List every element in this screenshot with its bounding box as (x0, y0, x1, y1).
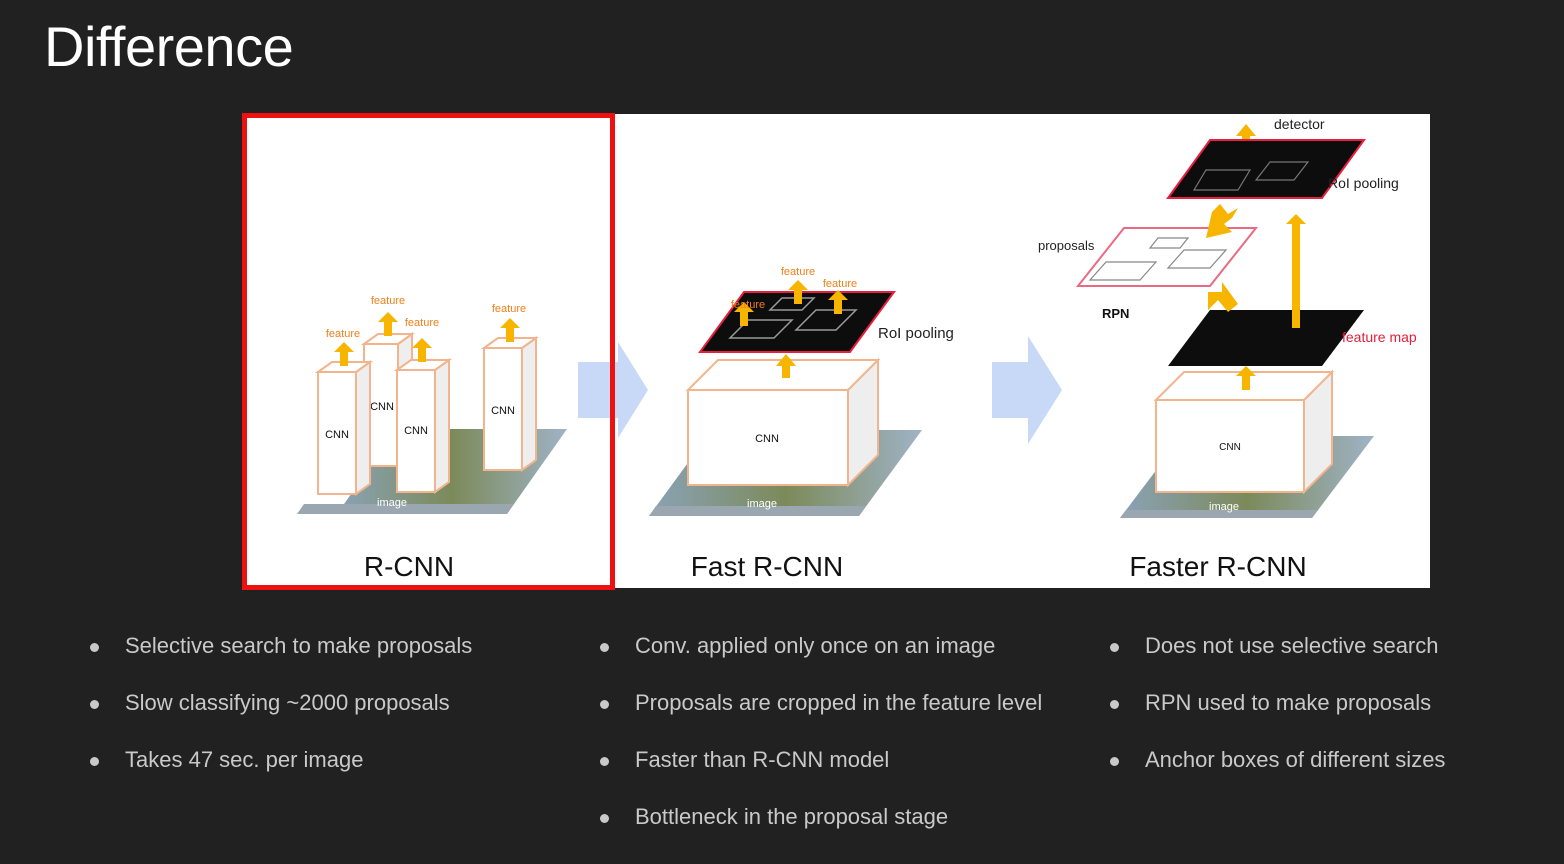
bullet-item: Does not use selective search (1108, 626, 1445, 683)
feature-label: feature (371, 295, 405, 307)
svg-text:CNN: CNN (755, 433, 779, 445)
cnn-box: CNN (480, 336, 540, 472)
svg-text:feature: feature (823, 278, 857, 290)
rcnn-caption: R-CNN (364, 551, 454, 582)
faster-rcnn-bullet-list: Does not use selective search RPN used t… (1108, 626, 1445, 797)
faster-rcnn-diagram: image CNN feature map proposals (1038, 116, 1417, 518)
rcnn-comparison-figure: image CNN CNN (242, 114, 1430, 588)
rcnn-highlight-box (242, 113, 615, 590)
fast-rcnn-diagram: image CNN (649, 266, 954, 516)
rcnn-bullet-list: Selective search to make proposals Slow … (88, 626, 472, 797)
feature-map-plane (1168, 310, 1364, 366)
bullet-item: Proposals are cropped in the feature lev… (598, 683, 1042, 740)
svg-text:feature: feature (731, 299, 765, 311)
svg-text:image: image (747, 498, 777, 510)
rcnn-diagram: image CNN CNN (297, 295, 567, 514)
feature-arrow (776, 354, 796, 378)
svg-text:CNN: CNN (404, 425, 428, 437)
image-label: image (377, 497, 407, 509)
svg-text:CNN: CNN (491, 405, 515, 417)
svg-text:CNN: CNN (370, 401, 394, 413)
feature-arrow (1236, 366, 1256, 390)
svg-text:CNN: CNN (325, 429, 349, 441)
roi-pooling-label: RoI pooling (1328, 175, 1399, 191)
svg-text:image: image (1209, 501, 1239, 513)
slide-title: Difference (44, 15, 294, 78)
feature-label: feature (326, 328, 360, 340)
feature-map-label: feature map (1342, 329, 1417, 345)
rpn-proposals (1075, 227, 1259, 287)
cnn-box: CNN (1153, 369, 1335, 495)
flow-arrow (992, 336, 1062, 444)
bullet-item: RPN used to make proposals (1108, 683, 1445, 740)
bullet-item: Anchor boxes of different sizes (1108, 740, 1445, 797)
bullet-item: Slow classifying ~2000 proposals (88, 683, 472, 740)
bullet-item: Selective search to make proposals (88, 626, 472, 683)
roi-feature-map (1166, 139, 1366, 199)
bullet-item: Takes 47 sec. per image (88, 740, 472, 797)
feature-arrow (334, 312, 520, 366)
bullet-item: Bottleneck in the proposal stage (598, 797, 1042, 854)
faster-rcnn-caption: Faster R-CNN (1129, 551, 1306, 582)
roi-pooling-label: RoI pooling (878, 325, 954, 342)
feature-label: feature (492, 303, 526, 315)
cnn-box: CNN (314, 360, 374, 496)
feature-label: feature (405, 317, 439, 329)
bullet-item: Faster than R-CNN model (598, 740, 1042, 797)
cnn-box: CNN (393, 358, 453, 494)
detector-label: detector (1274, 116, 1325, 132)
bullet-item: Conv. applied only once on an image (598, 626, 1042, 683)
feature-arrow (734, 280, 848, 326)
rpn-label: RPN (1102, 306, 1129, 321)
cnn-box: CNN (685, 357, 881, 488)
fast-rcnn-caption: Fast R-CNN (691, 551, 843, 582)
fast-rcnn-bullet-list: Conv. applied only once on an image Prop… (598, 626, 1042, 854)
proposals-label: proposals (1038, 238, 1095, 253)
svg-text:feature: feature (781, 266, 815, 278)
svg-text:CNN: CNN (1219, 442, 1241, 453)
